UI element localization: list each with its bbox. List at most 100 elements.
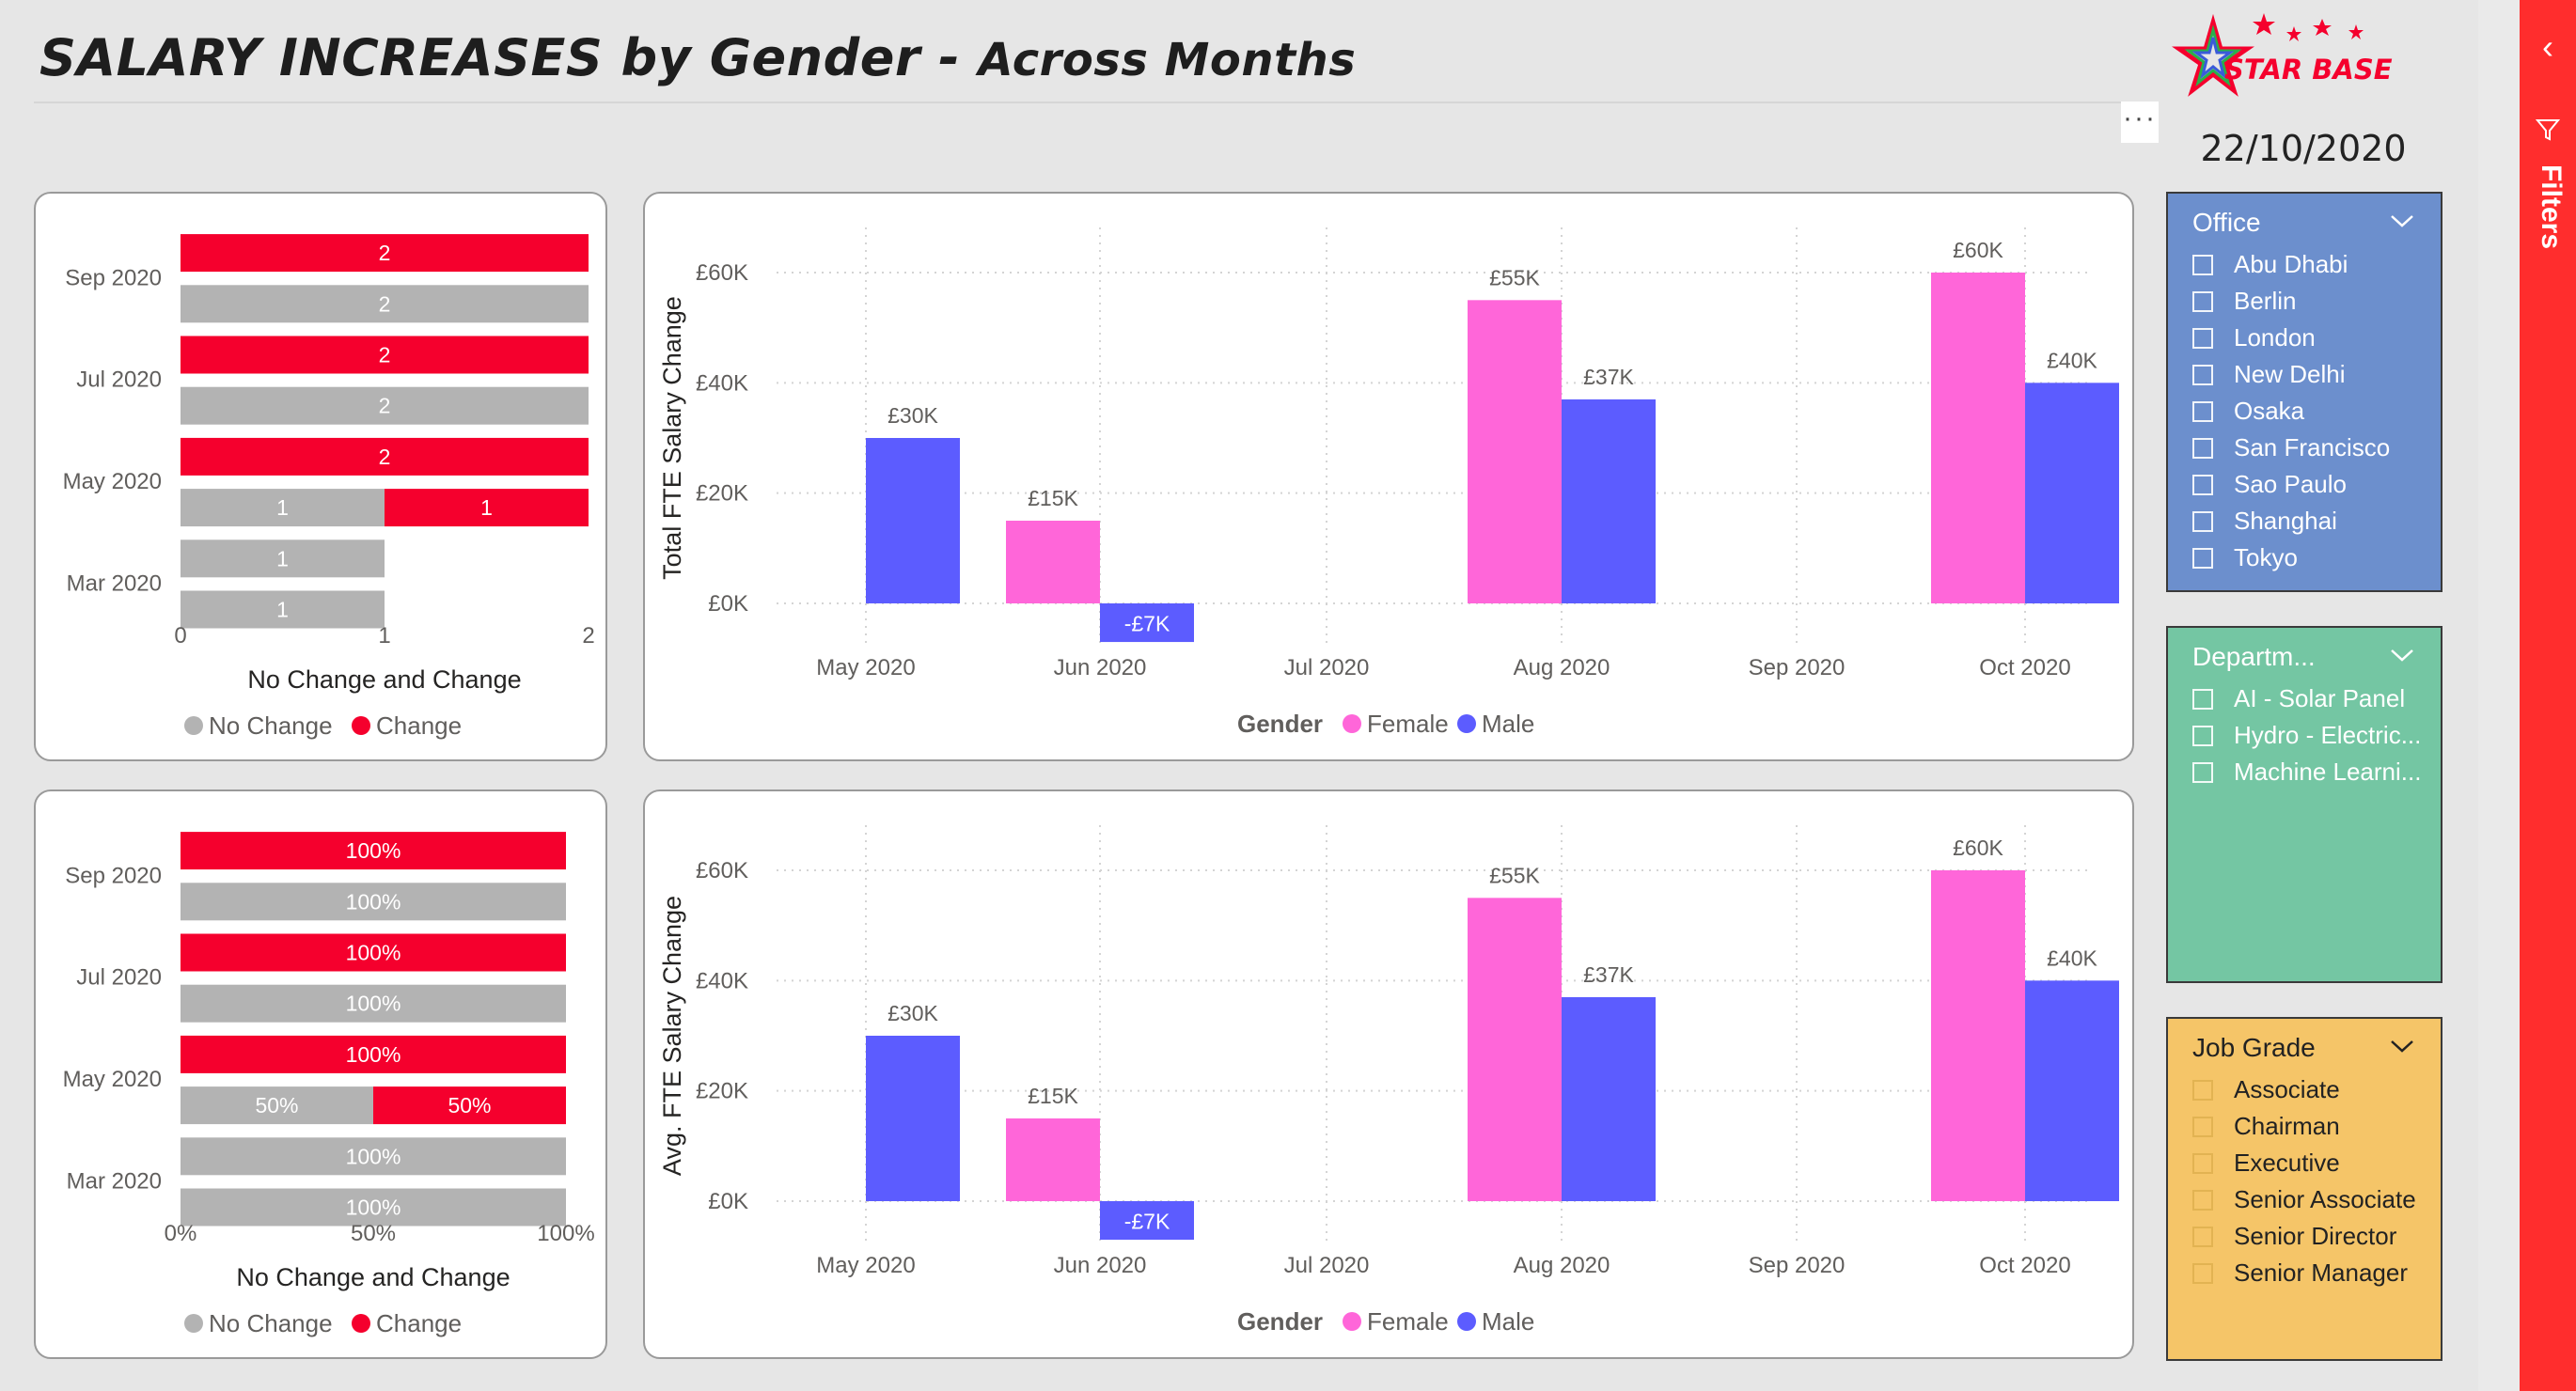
checkbox[interactable] <box>2192 1116 2213 1137</box>
legend-no-change-marker <box>184 1314 203 1333</box>
count-chart: 2 2 Sep 2020 2 2 Jul 2020 2 1 1 May 2020 1 1 Mar 202… <box>63 234 595 740</box>
filters-label[interactable]: Filters <box>2536 164 2567 250</box>
x-tick-label: Jun 2020 <box>1054 1253 1147 1278</box>
slicer-item[interactable]: Hydro - Electric... <box>2192 717 2431 754</box>
bar-value-label: £37K <box>1583 365 1634 389</box>
checkbox[interactable] <box>2192 1152 2213 1174</box>
slicer-item-label: Machine Learni... <box>2234 758 2422 786</box>
expand-filters-chevron-icon[interactable]: ‹ <box>2542 27 2553 66</box>
slicer-item[interactable]: Shanghai <box>2192 503 2431 539</box>
slicer-item-label: Berlin <box>2234 287 2297 315</box>
no-change-bar <box>181 285 589 323</box>
slicer-item[interactable]: Chairman <box>2192 1108 2431 1145</box>
male-bar <box>1100 1201 1194 1241</box>
chevron-down-icon[interactable] <box>2388 207 2416 235</box>
slicer-item[interactable]: Abu Dhabi <box>2192 246 2431 283</box>
more-options-button[interactable]: ··· <box>2121 102 2159 143</box>
slicer-item[interactable]: Senior Associate <box>2192 1181 2431 1218</box>
slicer-item[interactable]: New Delhi <box>2192 356 2431 393</box>
slicer-item-label: Senior Associate <box>2234 1185 2416 1213</box>
checkbox[interactable] <box>2192 327 2213 349</box>
checkbox[interactable] <box>2192 1189 2213 1211</box>
checkbox[interactable] <box>2192 400 2213 422</box>
female-bar <box>1931 870 2025 1201</box>
checkbox[interactable] <box>2192 510 2213 532</box>
slicer-item[interactable]: Tokyo <box>2192 539 2431 576</box>
bar-value-label: 2 <box>379 291 391 316</box>
female-bar <box>1468 898 1562 1201</box>
bar-value-label: 2 <box>379 241 391 265</box>
chevron-down-icon[interactable] <box>2388 641 2416 669</box>
job-grade-slicer-title: Job Grade <box>2192 1033 2316 1062</box>
y-tick-label: £60K <box>696 858 748 883</box>
checkbox[interactable] <box>2192 688 2213 710</box>
legend-male-label: Male <box>1482 1307 1534 1336</box>
x-tick-label: 0 <box>174 623 186 649</box>
y-tick-label: May 2020 <box>63 469 162 494</box>
slicer-item[interactable]: London <box>2192 320 2431 356</box>
bar-value-label: 100% <box>346 992 401 1016</box>
female-bar <box>1006 521 1100 603</box>
y-tick-label: Mar 2020 <box>67 1169 162 1195</box>
bar-value-label: 1 <box>276 546 289 570</box>
y-tick-label: £20K <box>696 1079 748 1104</box>
page-title: SALARY INCREASES by Gender - Across Mont… <box>39 21 2202 105</box>
slicer-item[interactable]: Sao Paulo <box>2192 466 2431 503</box>
y-tick-label: Mar 2020 <box>67 571 162 597</box>
slicer-item[interactable]: Senior Director <box>2192 1218 2431 1255</box>
y-axis-title: Total FTE Salary Change <box>658 296 686 580</box>
x-axis-title: No Change and Change <box>236 1263 510 1291</box>
slicer-item-label: London <box>2234 323 2316 352</box>
slicer-item[interactable]: Executive <box>2192 1145 2431 1181</box>
filters-pane-collapsed[interactable]: ‹ Filters <box>2520 0 2576 1391</box>
avg-chart-card: £0K £20K £40K £60K May 2020 Jun 2020 Jul 2020 A… <box>643 789 2134 1359</box>
checkbox[interactable] <box>2192 761 2213 783</box>
chevron-down-icon[interactable] <box>2388 1032 2416 1060</box>
job-grade-slicer: Job Grade Associate Chairman Executive Seni… <box>2166 1017 2442 1361</box>
legend-male-marker <box>1457 714 1476 733</box>
bar-value-label: 100% <box>346 941 401 965</box>
slicer-item[interactable]: Berlin <box>2192 283 2431 320</box>
bar-value-label: £55K <box>1489 265 1540 289</box>
slicer-item-label: Senior Director <box>2234 1222 2397 1250</box>
bar-value-label: 100% <box>346 1042 401 1067</box>
y-axis-title: Avg. FTE Salary Change <box>658 896 686 1176</box>
slicer-item[interactable]: AI - Solar Panel <box>2192 680 2431 717</box>
bar-value-label: 1 <box>276 598 289 622</box>
checkbox[interactable] <box>2192 290 2213 312</box>
bar-value-label: 50% <box>255 1093 298 1117</box>
title-divider <box>34 102 2130 103</box>
male-bar <box>866 438 960 603</box>
checkbox[interactable] <box>2192 364 2213 385</box>
legend-change-marker <box>352 1314 370 1333</box>
legend-female-label: Female <box>1367 710 1449 738</box>
slicer-item[interactable]: Machine Learni... <box>2192 754 2431 790</box>
checkbox[interactable] <box>2192 1079 2213 1101</box>
slicer-item-label: Tokyo <box>2234 543 2298 571</box>
slicer-item[interactable]: Osaka <box>2192 393 2431 430</box>
department-slicer: Departm... AI - Solar Panel Hydro - Elect… <box>2166 626 2442 983</box>
slicer-item[interactable]: Associate <box>2192 1071 2431 1108</box>
slicer-item[interactable]: Senior Manager <box>2192 1255 2431 1291</box>
slicer-item[interactable]: San Francisco <box>2192 430 2431 466</box>
checkbox[interactable] <box>2192 254 2213 275</box>
y-tick-label: Sep 2020 <box>65 265 162 290</box>
x-tick-label: Oct 2020 <box>1979 655 2070 680</box>
checkbox[interactable] <box>2192 547 2213 569</box>
checkbox[interactable] <box>2192 1262 2213 1284</box>
y-tick-label: Sep 2020 <box>65 863 162 888</box>
x-tick-label: May 2020 <box>816 1253 915 1278</box>
bar-value-label: 100% <box>346 838 401 863</box>
checkbox[interactable] <box>2192 1226 2213 1247</box>
y-tick-label: £40K <box>696 370 748 396</box>
bar-value-label: £15K <box>1028 486 1078 510</box>
department-list: AI - Solar Panel Hydro - Electric... Machi… <box>2192 680 2431 790</box>
slicer-item-label: Hydro - Electric... <box>2234 721 2422 749</box>
legend-male-marker <box>1457 1312 1476 1331</box>
male-bar <box>1100 603 1194 643</box>
checkbox[interactable] <box>2192 474 2213 495</box>
checkbox[interactable] <box>2192 725 2213 746</box>
no-change-bar <box>181 1137 566 1176</box>
y-tick-label: £20K <box>696 481 748 507</box>
checkbox[interactable] <box>2192 437 2213 459</box>
